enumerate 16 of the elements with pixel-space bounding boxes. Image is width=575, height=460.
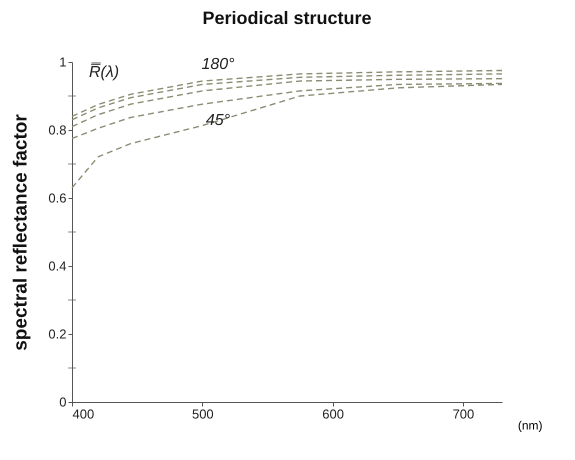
- annotation: 180°: [201, 56, 236, 73]
- x-tick-label: 600: [322, 406, 344, 422]
- y-tick-label: 0.8: [48, 122, 66, 138]
- y-tick-label: 0.4: [48, 258, 66, 274]
- x-tick-label: 500: [192, 406, 214, 422]
- x-tick-label: 700: [452, 406, 474, 422]
- x-tick-label: 400: [72, 406, 94, 422]
- annotation: 45°: [206, 112, 231, 129]
- y-tick-label: 0.6: [48, 190, 66, 206]
- chart-title: Periodical structure: [202, 8, 372, 28]
- y-tick-label: 0: [59, 394, 66, 410]
- x-axis-title: (nm): [518, 418, 542, 432]
- y-tick-label: 1: [59, 54, 66, 70]
- annotation: R̿(λ): [88, 62, 120, 81]
- y-axis-title: spectral reflectance factor: [10, 114, 32, 351]
- y-tick-label: 0.2: [48, 326, 66, 342]
